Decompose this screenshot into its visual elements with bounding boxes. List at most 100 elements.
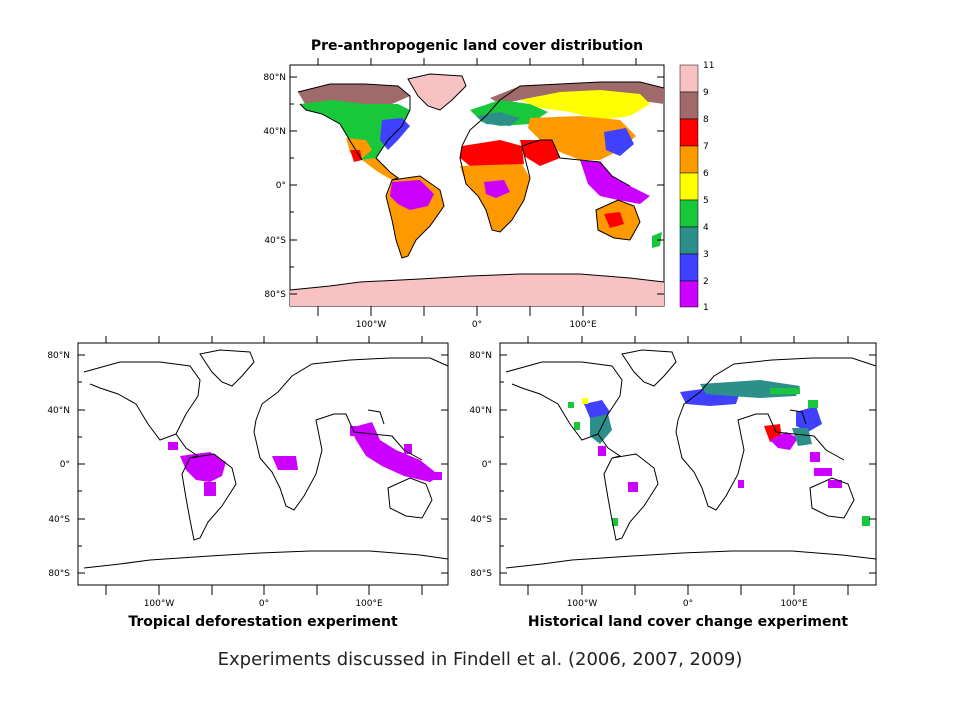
- legend-swatch-4: [679, 226, 699, 255]
- africa-savanna: [460, 164, 530, 232]
- legend-label-2: 2: [703, 277, 709, 287]
- lat-tick-marks: [78, 354, 448, 574]
- greenland-ice: [408, 74, 466, 110]
- new-zealand-change: [862, 516, 870, 526]
- antarctica-ice: [290, 274, 664, 306]
- map-title-left: Tropical deforestation experiment: [128, 614, 398, 630]
- map-frame: [499, 342, 877, 586]
- lat-label-0: 0°: [60, 460, 70, 470]
- lat-label-80n: 80°N: [469, 351, 492, 361]
- lon-tick-marks: [317, 58, 637, 316]
- lat-label-40n: 40°N: [263, 127, 286, 137]
- map-title-top: Pre-anthropogenic land cover distributio…: [310, 38, 644, 54]
- sw-asia-patch: [350, 426, 360, 436]
- lat-label-0: 0°: [276, 181, 286, 191]
- legend-label-5: 5: [703, 196, 709, 206]
- color-legend: 11 9 8 7 6 5 4 3 2 1: [679, 61, 714, 313]
- south-america-change: [628, 482, 638, 492]
- africa-change: [738, 480, 744, 488]
- north-america-tundra: [298, 84, 410, 104]
- central-america-patch: [168, 442, 178, 450]
- lat-label-40s: 40°S: [264, 236, 286, 246]
- africa-desert: [460, 140, 524, 168]
- lat-tick-labels: 80°N 40°N 0° 40°S 80°S: [47, 351, 70, 579]
- lon-label-100w: 100°W: [567, 599, 598, 609]
- legend-label-1: 1: [703, 303, 709, 313]
- us-change-mixed-2: [574, 422, 580, 430]
- legend-label-11: 11: [703, 61, 714, 71]
- lon-label-0: 0°: [259, 599, 269, 609]
- lat-label-80n: 80°N: [263, 73, 286, 83]
- australia-desert: [604, 212, 624, 228]
- central-america: [362, 158, 398, 180]
- legend-swatch-5: [679, 199, 699, 228]
- india-change-broadleaf: [770, 432, 798, 450]
- se-asia-rainforest: [580, 160, 650, 204]
- amazon-patch: [180, 452, 226, 482]
- legend-swatch-7: [679, 145, 699, 174]
- new-guinea-patch: [426, 472, 442, 480]
- lat-label-40s: 40°S: [48, 515, 70, 525]
- legend-label-6: 6: [703, 169, 709, 179]
- central-america-change: [598, 446, 606, 456]
- congo-patch: [272, 456, 298, 470]
- lat-label-80s: 80°S: [48, 569, 70, 579]
- coastline: [83, 349, 449, 569]
- lon-tick-labels: 100°W 0° 100°E: [356, 320, 597, 330]
- lat-tick-labels: 80°N 40°N 0° 40°S 80°S: [263, 73, 286, 300]
- lat-tick-labels: 80°N 40°N 0° 40°S 80°S: [469, 351, 492, 579]
- middle-east-desert: [520, 140, 560, 166]
- lon-tick-labels: 100°W 0° 100°E: [144, 599, 383, 609]
- us-change-mixed: [568, 402, 574, 408]
- lat-label-80s: 80°S: [470, 569, 492, 579]
- africa-rainforest: [484, 180, 510, 198]
- map-title-right: Historical land cover change experiment: [527, 614, 849, 630]
- legend-label-9: 9: [703, 88, 709, 98]
- lon-label-0: 0°: [472, 320, 482, 330]
- lon-label-100e: 100°E: [569, 320, 597, 330]
- lon-tick-labels: 100°W 0° 100°E: [567, 599, 808, 609]
- indonesia-change: [814, 468, 832, 476]
- lat-tick-marks: [500, 354, 876, 574]
- north-america-desert: [350, 150, 362, 162]
- map-pre-anthropogenic: 80°N 40°N 0° 40°S 80°S 100°W 0° 100°E: [263, 58, 665, 330]
- north-america-grass: [346, 138, 372, 160]
- legend-swatch-8: [679, 118, 699, 147]
- lon-label-100w: 100°W: [144, 599, 175, 609]
- lat-label-40s: 40°S: [470, 515, 492, 525]
- lon-label-0: 0°: [683, 599, 693, 609]
- lon-tick-marks: [105, 336, 423, 595]
- amazon-patch-south: [204, 482, 216, 496]
- legend-swatch-6: [679, 172, 699, 201]
- lat-label-0: 0°: [482, 460, 492, 470]
- lat-label-80s: 80°S: [264, 290, 286, 300]
- land-cover-fill: [290, 74, 664, 306]
- map-historical-land-cover-change: 80°N 40°N 0° 40°S 80°S 100°W 0° 100°E: [469, 336, 877, 609]
- legend-swatch-2: [679, 280, 699, 308]
- lon-label-100w: 100°W: [356, 320, 387, 330]
- eurasia-grass: [520, 90, 650, 120]
- philippines-patch: [404, 444, 412, 454]
- legend-label-8: 8: [703, 115, 709, 125]
- asia-change-mixed: [808, 400, 818, 408]
- se-asia-patch: [350, 422, 440, 482]
- legend-labels: 11 9 8 7 6 5 4 3 2 1: [703, 61, 714, 313]
- china-change-needle: [792, 428, 812, 446]
- map-tropical-deforestation: 80°N 40°N 0° 40°S 80°S 100°W 0° 100°E: [47, 336, 449, 609]
- coastline: [505, 349, 877, 569]
- australia-change: [828, 480, 842, 488]
- legend-swatch-9: [679, 91, 699, 120]
- coastline: [289, 73, 665, 291]
- se-asia-change: [810, 452, 820, 462]
- lat-tick-marks: [290, 76, 664, 295]
- legend-label-4: 4: [703, 223, 709, 233]
- lon-tick-marks: [527, 336, 849, 595]
- legend-swatch-3: [679, 253, 699, 282]
- us-change-grass: [582, 398, 588, 404]
- lon-label-100e: 100°E: [355, 599, 383, 609]
- lat-label-40n: 40°N: [47, 406, 70, 416]
- legend-label-7: 7: [703, 142, 709, 152]
- slide-caption: Experiments discussed in Findell et al. …: [217, 649, 743, 670]
